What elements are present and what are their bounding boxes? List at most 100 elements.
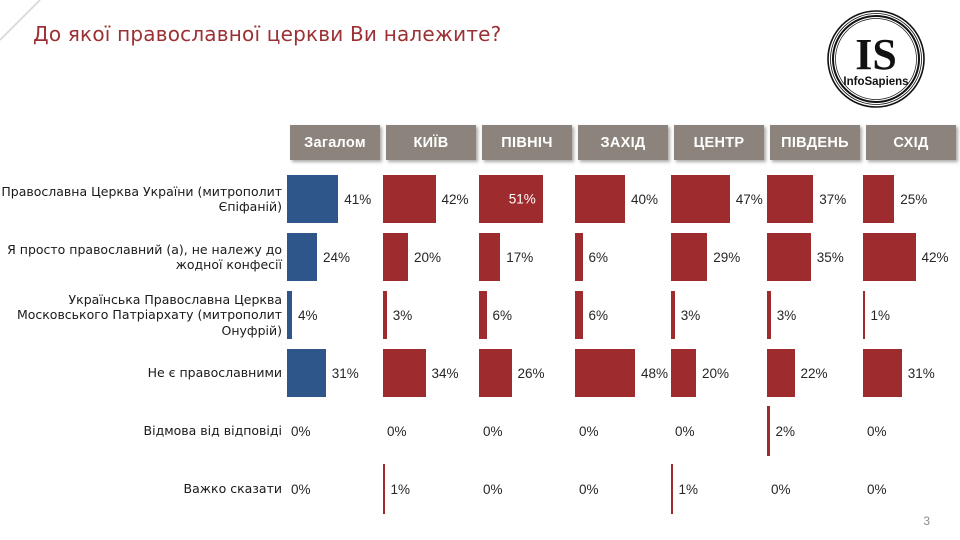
bar-cell: 0% bbox=[479, 460, 575, 518]
bar-cell: 6% bbox=[575, 286, 671, 344]
value-label: 17% bbox=[506, 249, 534, 265]
value-label: 20% bbox=[702, 365, 730, 381]
category-label: Не є православними bbox=[147, 365, 282, 381]
category-label: Я просто православний (а), не належу до … bbox=[7, 241, 282, 272]
bar-cell: 1% bbox=[863, 286, 959, 344]
bar-cell: 20% bbox=[671, 344, 767, 402]
bar bbox=[287, 349, 326, 397]
value-label: 35% bbox=[816, 249, 844, 265]
bar-cell: 37% bbox=[767, 170, 863, 228]
bar-cell: 42% bbox=[383, 170, 479, 228]
bar-cell: 0% bbox=[287, 460, 383, 518]
bar-cell: 40% bbox=[575, 170, 671, 228]
bar bbox=[287, 175, 339, 223]
value-label: 6% bbox=[588, 307, 609, 323]
bar-cell: 4% bbox=[287, 286, 383, 344]
value-label: 0% bbox=[483, 423, 503, 439]
bar bbox=[287, 233, 317, 281]
value-label: 1% bbox=[678, 481, 699, 497]
bar-cell: 1% bbox=[671, 460, 767, 518]
bar bbox=[863, 291, 865, 339]
bar-cell: 0% bbox=[863, 460, 959, 518]
bar-cell: 31% bbox=[863, 344, 959, 402]
bar-cell: 0% bbox=[575, 402, 671, 460]
bar bbox=[671, 349, 696, 397]
bar-cell: 26% bbox=[479, 344, 575, 402]
slide-title: До якої православної церкви Ви належите? bbox=[33, 22, 502, 46]
value-label: 40% bbox=[631, 191, 659, 207]
bar-cell: 34% bbox=[383, 344, 479, 402]
logo-name: InfoSapiens bbox=[843, 76, 908, 88]
logo-monogram: IS bbox=[855, 30, 897, 79]
value-label: 0% bbox=[387, 423, 407, 439]
bar bbox=[767, 291, 771, 339]
value-label: 20% bbox=[414, 249, 442, 265]
bar bbox=[383, 233, 408, 281]
value-label: 0% bbox=[291, 481, 311, 497]
bar-cell: 3% bbox=[671, 286, 767, 344]
bar-cell: 29% bbox=[671, 228, 767, 286]
bar bbox=[767, 349, 795, 397]
bar bbox=[671, 291, 675, 339]
bar-cell: 47% bbox=[671, 170, 767, 228]
bar bbox=[479, 349, 512, 397]
bar bbox=[671, 464, 673, 514]
bar bbox=[479, 291, 487, 339]
value-label: 3% bbox=[392, 307, 413, 323]
value-label: 1% bbox=[870, 307, 891, 323]
value-label: 0% bbox=[291, 423, 311, 439]
value-label: 0% bbox=[579, 481, 599, 497]
bar-cell: 6% bbox=[479, 286, 575, 344]
region-header-label: ЦЕНТР bbox=[674, 125, 764, 160]
value-label: 42% bbox=[441, 191, 469, 207]
bar-cell: 41% bbox=[287, 170, 383, 228]
region-header-label: ПІВНІЧ bbox=[482, 125, 572, 160]
value-label: 41% bbox=[344, 191, 372, 207]
bar: 51% bbox=[479, 175, 543, 223]
bar-cell: 24% bbox=[287, 228, 383, 286]
value-label: 24% bbox=[323, 249, 351, 265]
value-label: 42% bbox=[921, 249, 949, 265]
bar bbox=[479, 233, 501, 281]
bar-cell: 6% bbox=[575, 228, 671, 286]
bar-cell: 0% bbox=[479, 402, 575, 460]
region-header-cell: ЗАХІД bbox=[575, 125, 671, 160]
bar-cell: 0% bbox=[287, 402, 383, 460]
bar-cell: 3% bbox=[383, 286, 479, 344]
bar bbox=[767, 233, 811, 281]
region-header-label: ЗАХІД bbox=[578, 125, 668, 160]
header-spacer bbox=[0, 160, 959, 170]
bar-cell: 2% bbox=[767, 402, 863, 460]
bar-cell: 0% bbox=[671, 402, 767, 460]
value-label: 0% bbox=[579, 423, 599, 439]
bar bbox=[383, 464, 385, 514]
region-header-cell: ЦЕНТР bbox=[671, 125, 767, 160]
value-label: 0% bbox=[483, 481, 503, 497]
header-corner-spacer bbox=[0, 125, 287, 160]
region-header-cell: СХІД bbox=[863, 125, 959, 160]
value-label: 3% bbox=[680, 307, 701, 323]
bar-cell: 0% bbox=[863, 402, 959, 460]
region-header-label: СХІД bbox=[866, 125, 956, 160]
value-label: 25% bbox=[900, 191, 928, 207]
value-label: 0% bbox=[675, 423, 695, 439]
bar bbox=[575, 349, 635, 397]
category-label: Важко сказати bbox=[183, 481, 282, 497]
infosapiens-logo-icon: IS InfoSapiens bbox=[827, 10, 925, 108]
bar-cell: 1% bbox=[383, 460, 479, 518]
bar-cell: 35% bbox=[767, 228, 863, 286]
bar bbox=[767, 175, 814, 223]
region-header-label: ПІВДЕНЬ bbox=[770, 125, 860, 160]
bar-cell: 42% bbox=[863, 228, 959, 286]
bar-cell: 0% bbox=[575, 460, 671, 518]
value-label: 29% bbox=[713, 249, 741, 265]
bar bbox=[671, 233, 708, 281]
bar bbox=[287, 291, 292, 339]
value-label: 3% bbox=[776, 307, 797, 323]
value-label: 6% bbox=[588, 249, 609, 265]
region-header-cell: Загалом bbox=[287, 125, 383, 160]
bar-cell: 17% bbox=[479, 228, 575, 286]
region-header-cell: ПІВНІЧ bbox=[479, 125, 575, 160]
category-label: Українська Православна Церква Московсько… bbox=[16, 292, 282, 338]
value-label: 48% bbox=[641, 365, 669, 381]
